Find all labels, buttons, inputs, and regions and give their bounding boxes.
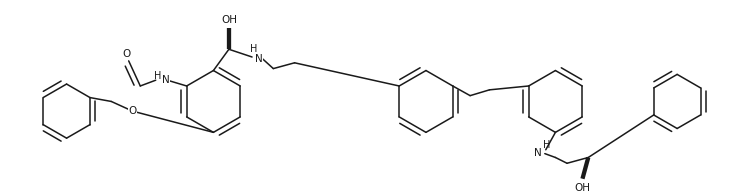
Text: N: N <box>534 148 542 158</box>
Text: H: H <box>543 140 551 150</box>
Text: O: O <box>123 49 131 59</box>
Text: OH: OH <box>221 15 237 25</box>
Text: OH: OH <box>575 183 590 193</box>
Text: O: O <box>128 106 137 116</box>
Text: H: H <box>250 44 258 54</box>
Text: H: H <box>154 71 161 81</box>
Text: N: N <box>255 54 263 64</box>
Text: N: N <box>161 75 169 85</box>
